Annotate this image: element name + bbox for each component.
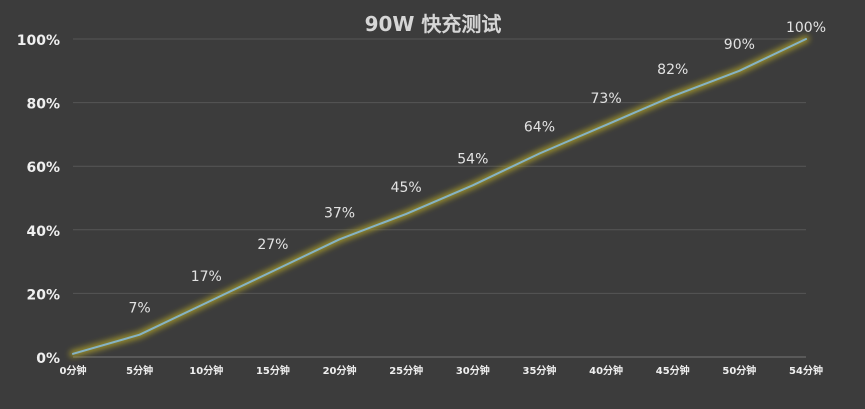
data-label: 54%	[457, 151, 488, 167]
data-point	[472, 184, 474, 187]
data-labels: 7% 17% 27% 37% 45% 54% 64% 73% 82% 90% 100%	[129, 20, 826, 317]
data-label: 90%	[724, 37, 755, 53]
x-tick-label: 30分钟	[456, 364, 490, 377]
data-point	[605, 124, 607, 126]
series-line	[72, 38, 807, 355]
chart-title: 90W 快充测试	[365, 12, 502, 36]
data-label: 82%	[657, 62, 688, 78]
x-tick-label: 40分钟	[589, 364, 623, 377]
y-tick-label: 80%	[26, 97, 60, 113]
data-point	[671, 95, 674, 98]
x-tick-label: 15分钟	[256, 364, 290, 377]
series-line-glow	[69, 35, 810, 358]
data-point	[272, 270, 274, 272]
x-tick-label: 45分钟	[656, 364, 690, 377]
x-tick-label: 20分钟	[323, 364, 357, 377]
data-point	[405, 213, 407, 215]
data-point	[205, 302, 208, 304]
y-axis-tick-labels: 0% 20% 40% 60% 80% 100%	[17, 33, 60, 367]
x-tick-label: 50分钟	[722, 364, 756, 377]
data-label: 45%	[391, 180, 422, 196]
data-label: 73%	[591, 91, 622, 107]
y-tick-label: 100%	[17, 33, 60, 49]
y-tick-label: 20%	[26, 287, 60, 303]
x-tick-label: 25分钟	[389, 364, 423, 377]
x-tick-label: 0分钟	[60, 364, 87, 377]
x-tick-label: 54分钟	[789, 364, 823, 377]
data-point	[338, 238, 341, 241]
x-tick-label: 35分钟	[522, 364, 556, 377]
data-label: 17%	[191, 269, 222, 285]
data-label: 64%	[524, 119, 555, 135]
data-point	[138, 333, 141, 336]
grid-lines	[73, 38, 806, 358]
series-line-group	[69, 35, 810, 358]
data-point	[538, 152, 541, 155]
y-tick-label: 40%	[26, 224, 60, 240]
data-point	[805, 38, 807, 40]
x-tick-label: 10分钟	[189, 364, 223, 377]
y-tick-label: 0%	[36, 351, 60, 367]
x-tick-label: 5分钟	[126, 364, 153, 377]
data-label: 27%	[257, 237, 288, 253]
data-label: 37%	[324, 205, 355, 221]
x-axis-tick-labels: 0分钟 5分钟 10分钟 15分钟 20分钟 25分钟 30分钟 35分钟 40分钟 45分钟 50…	[60, 364, 823, 377]
data-label: 7%	[129, 301, 151, 317]
y-tick-label: 60%	[26, 160, 60, 176]
data-point	[738, 70, 741, 72]
data-point	[72, 353, 74, 355]
data-label: 100%	[786, 20, 826, 36]
